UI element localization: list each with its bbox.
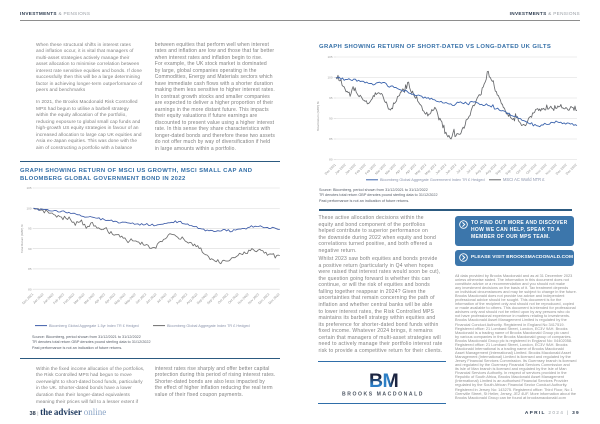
svg-text:BROOKS MACDONALD: BROOKS MACDONALD bbox=[342, 391, 424, 397]
svg-text:80: 80 bbox=[329, 158, 333, 162]
svg-text:Total Return (GBP) %: Total Return (GBP) % bbox=[20, 224, 24, 253]
svg-text:100: 100 bbox=[26, 206, 31, 210]
svg-text:Bloomberg Global Aggregate Ind: Bloomberg Global Aggregate Index TR £ He… bbox=[167, 324, 250, 328]
svg-text:Dec 2022: Dec 2022 bbox=[268, 292, 281, 305]
svg-text:Dec 2022: Dec 2022 bbox=[565, 163, 578, 176]
svg-text:MSCI AC World NTR £: MSCI AC World NTR £ bbox=[503, 177, 545, 182]
svg-text:90: 90 bbox=[329, 117, 333, 121]
svg-text:Jul 2022: Jul 2022 bbox=[466, 163, 478, 175]
svg-text:Total Return (GBP) %: Total Return (GBP) % bbox=[316, 101, 320, 131]
svg-text:Jul 2022: Jul 2022 bbox=[456, 163, 468, 175]
svg-text:85: 85 bbox=[329, 137, 333, 141]
svg-text:Jul 2022: Jul 2022 bbox=[166, 292, 178, 304]
svg-text:90: 90 bbox=[28, 247, 32, 251]
svg-text:95: 95 bbox=[28, 227, 32, 231]
svg-text:95: 95 bbox=[329, 96, 333, 100]
svg-text:105: 105 bbox=[327, 55, 332, 59]
svg-text:Bloomberg Global Aggregate 1-5: Bloomberg Global Aggregate 1-5yr Index T… bbox=[49, 324, 139, 328]
svg-text:Jun 2022: Jun 2022 bbox=[445, 163, 458, 176]
svg-text:Bloomberg Global Aggregate Gov: Bloomberg Global Aggregate Government In… bbox=[380, 178, 485, 182]
svg-text:80: 80 bbox=[28, 287, 32, 291]
svg-text:Jul 2022: Jul 2022 bbox=[156, 292, 168, 304]
svg-text:100: 100 bbox=[327, 76, 332, 80]
svg-text:Jun 2022: Jun 2022 bbox=[145, 292, 158, 305]
svg-text:85: 85 bbox=[28, 267, 32, 271]
svg-text:105: 105 bbox=[26, 186, 31, 190]
svg-text:B: B bbox=[369, 370, 383, 392]
svg-text:M: M bbox=[383, 370, 399, 392]
